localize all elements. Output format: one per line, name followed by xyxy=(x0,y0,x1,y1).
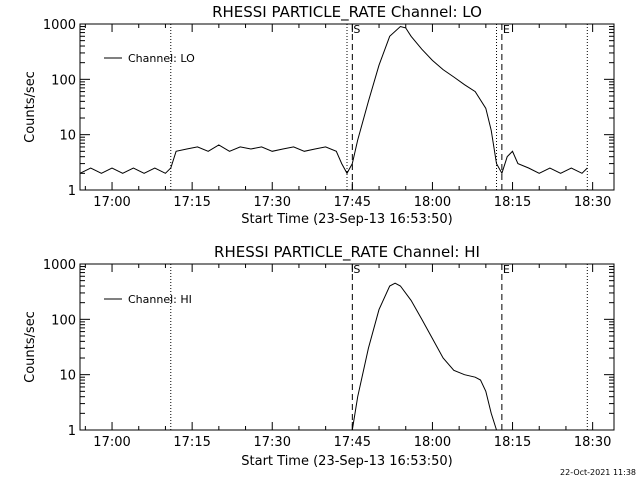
y-ticks: 1 10 100 1000 xyxy=(43,258,614,439)
x-tick-label: 18:30 xyxy=(574,195,611,210)
x-axis-label: Start Time (23-Sep-13 16:53:50) xyxy=(241,212,452,227)
x-tick-label: 18:00 xyxy=(414,435,451,450)
interval-marker-label: E xyxy=(503,23,510,36)
y-tick-label: 100 xyxy=(51,313,76,328)
plot-frame xyxy=(79,263,615,431)
x-tick-label: 18:15 xyxy=(494,435,531,450)
legend-entry: Channel: HI xyxy=(128,293,192,306)
y-tick-label: 10 xyxy=(59,369,76,384)
series-lines xyxy=(79,25,588,175)
x-ticks: 17:00 17:15 17:30 17:45 18:00 18:15 18:30 xyxy=(84,264,611,450)
generation-timestamp: 22-Oct-2021 11:38 xyxy=(560,468,636,477)
series-line-0 xyxy=(79,25,588,175)
chart-title: RHESSI PARTICLE_RATE Channel: HI xyxy=(214,243,480,262)
series-line-0 xyxy=(351,282,497,431)
y-tick-label: 1 xyxy=(68,184,76,199)
y-tick-label: 1 xyxy=(68,424,76,439)
y-tick-label: 10 xyxy=(59,129,76,144)
interval-marker-label: E xyxy=(503,263,510,276)
x-tick-label: 17:30 xyxy=(254,435,291,450)
x-tick-label: 17:15 xyxy=(173,195,210,210)
x-tick-label: 17:45 xyxy=(334,435,371,450)
x-tick-label: 18:15 xyxy=(494,195,531,210)
x-axis-label: Start Time (23-Sep-13 16:53:50) xyxy=(241,454,452,469)
y-ticks: 1 10 100 1000 xyxy=(43,18,614,199)
interval-marker-label: S xyxy=(353,23,360,36)
chart-panel-hi: RHESSI PARTICLE_RATE Channel: HI Start T… xyxy=(23,243,615,469)
x-tick-label: 17:15 xyxy=(173,435,210,450)
series-lines xyxy=(351,282,497,431)
x-tick-label: 18:00 xyxy=(414,195,451,210)
x-tick-label: 17:00 xyxy=(93,435,130,450)
x-tick-label: 18:30 xyxy=(574,435,611,450)
chart-panel-lo: RHESSI PARTICLE_RATE Channel: LO Start T… xyxy=(23,3,615,227)
y-tick-label: 1000 xyxy=(43,258,76,273)
legend-entry: Channel: LO xyxy=(128,52,195,65)
y-tick-label: 100 xyxy=(51,73,76,88)
interval-marker-label: S xyxy=(353,263,360,276)
y-tick-label: 1000 xyxy=(43,18,76,33)
legend: Channel: LO xyxy=(104,52,195,65)
chart-title: RHESSI PARTICLE_RATE Channel: LO xyxy=(212,3,482,22)
y-axis-label: Counts/sec xyxy=(23,71,38,143)
legend: Channel: HI xyxy=(104,293,192,306)
x-tick-label: 17:00 xyxy=(93,195,130,210)
x-tick-label: 17:45 xyxy=(334,195,371,210)
y-axis-label: Counts/sec xyxy=(23,311,38,383)
x-tick-label: 17:30 xyxy=(254,195,291,210)
